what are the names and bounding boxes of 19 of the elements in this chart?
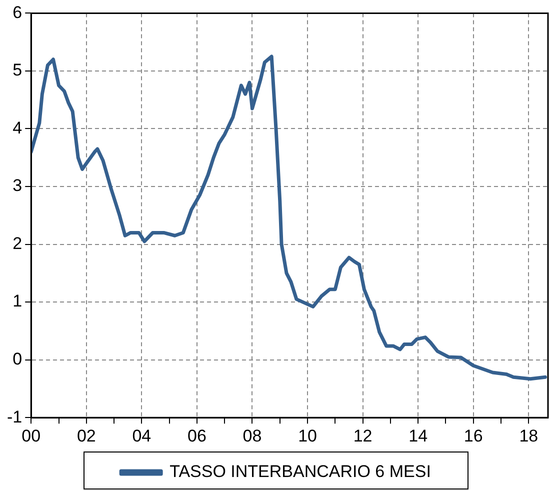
y-tick-label: 1 xyxy=(12,292,22,311)
y-tick-label: 3 xyxy=(12,176,22,196)
y-tick-label: 5 xyxy=(12,60,22,80)
x-tick-label: 16 xyxy=(464,426,483,446)
x-tick-label: 06 xyxy=(188,426,206,446)
y-tick-label: 0 xyxy=(12,350,22,369)
x-tick-label: 00 xyxy=(22,426,41,446)
x-tick-label: 10 xyxy=(298,426,317,446)
y-tick-label: 6 xyxy=(12,2,22,22)
y-tick-label: 4 xyxy=(12,118,22,138)
y-tick-label: 2 xyxy=(12,234,22,253)
x-tick-label: 18 xyxy=(519,426,538,446)
x-tick-label: 08 xyxy=(242,426,262,446)
x-tick-label: 02 xyxy=(76,426,96,446)
legend-label: TASSO INTERBANCARIO 6 MESI xyxy=(170,462,431,482)
x-tick-label: 04 xyxy=(132,426,152,446)
y-tick-label: -1 xyxy=(6,407,22,426)
x-tick-label: 12 xyxy=(353,426,372,446)
x-tick-label: 14 xyxy=(408,426,428,446)
